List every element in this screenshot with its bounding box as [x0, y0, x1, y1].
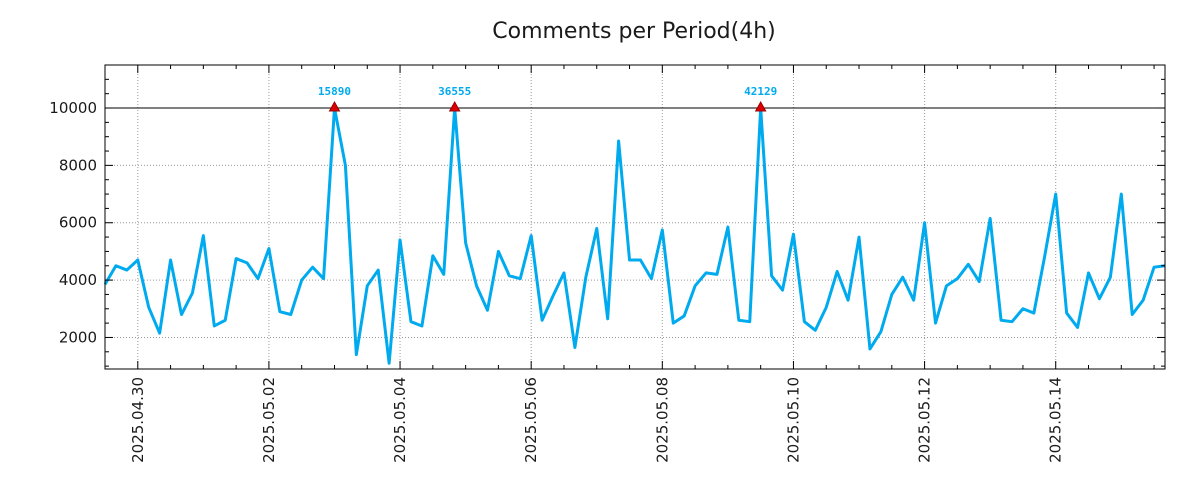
x-tick-label: 2025.05.14	[1047, 377, 1065, 463]
peaks-group: 15890 36555 42129	[318, 85, 777, 112]
series-line	[103, 106, 1166, 365]
y-tick-label: 2000	[59, 328, 97, 346]
x-tick-label: 2025.05.10	[784, 377, 802, 463]
peak-label: 36555	[438, 85, 471, 98]
peak-marker	[328, 100, 341, 112]
plot-background	[105, 65, 1165, 369]
x-axis: 2025.04.30 2025.05.02 2025.05.04 2025.05.06…	[104, 65, 1155, 463]
chart-title: Comments per Period(4h)	[492, 19, 776, 44]
series-group	[103, 106, 1166, 365]
x-tick-label: 2025.05.06	[522, 377, 540, 463]
y-tick-label: 8000	[59, 156, 97, 174]
y-tick-label: 6000	[59, 214, 97, 232]
x-tick-label: 2025.05.12	[916, 377, 934, 463]
plot-frame	[104, 64, 1166, 370]
peak-label: 42129	[744, 85, 777, 98]
x-tick-label: 2025.04.30	[129, 377, 147, 463]
peak-marker	[448, 100, 461, 112]
x-tick-label: 2025.05.04	[391, 377, 409, 463]
y-tick-label: 4000	[59, 271, 97, 289]
peak-marker	[754, 100, 767, 112]
peak-label: 15890	[318, 85, 351, 98]
x-tick-label: 2025.05.02	[260, 377, 278, 463]
y-tick-label: 10000	[49, 99, 97, 117]
x-tick-label: 2025.05.08	[653, 377, 671, 463]
y-axis: 2000 4000 6000 8000 10000	[49, 78, 1165, 367]
